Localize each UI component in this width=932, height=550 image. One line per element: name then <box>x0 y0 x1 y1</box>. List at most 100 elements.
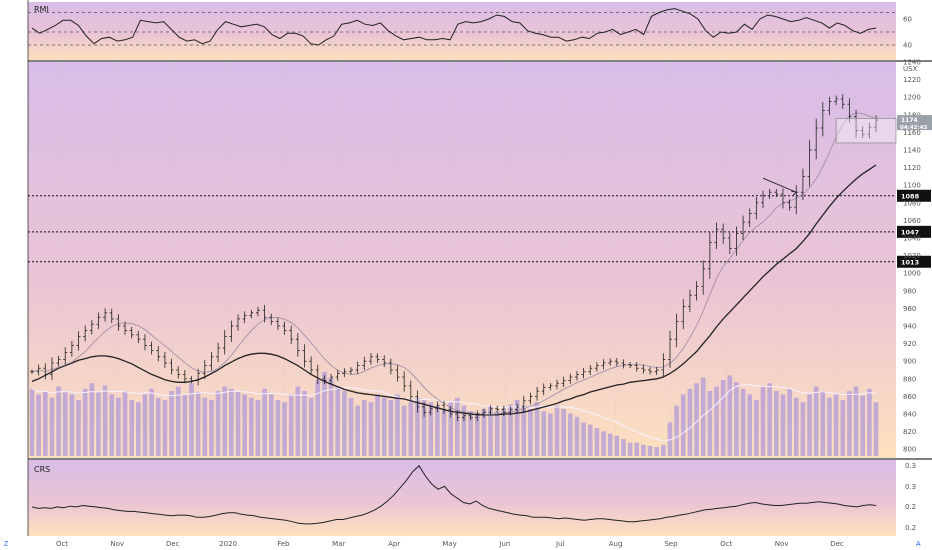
crs-tick-label: 0.2 <box>905 503 916 511</box>
volume-bar <box>29 388 35 456</box>
volume-bar <box>189 383 194 456</box>
volume-bar <box>435 405 440 456</box>
rmi-reference-lines <box>28 12 896 46</box>
auto-scale-button[interactable]: A <box>916 541 921 548</box>
time-tick-label: Feb <box>277 540 290 548</box>
volume-bar <box>827 397 832 456</box>
price-tick-label: 880 <box>903 375 916 383</box>
time-tick-label: Jul <box>555 540 565 548</box>
volume-bar <box>714 386 719 456</box>
rmi-line <box>31 8 877 46</box>
volume-bar <box>69 394 75 456</box>
rmi-pane <box>28 2 896 60</box>
moving-average-long <box>31 164 877 416</box>
volume-bar <box>474 413 480 456</box>
price-tick-label: 800 <box>903 446 916 454</box>
volume-bar <box>793 397 799 456</box>
price-tick-label: 860 <box>903 393 916 401</box>
volume-bar <box>322 372 327 456</box>
volume-bar <box>773 391 779 456</box>
volume-bar <box>388 400 394 456</box>
volume-bar <box>242 394 247 456</box>
price-tick-label: 1060 <box>903 217 921 225</box>
volume-bar <box>654 447 660 456</box>
volume-bars <box>29 372 879 456</box>
volume-bar <box>740 388 746 456</box>
volume-bar <box>800 402 806 456</box>
volume-bar <box>807 394 812 456</box>
volume-bar <box>342 391 347 456</box>
volume-bar <box>222 386 228 456</box>
volume-bar <box>49 397 55 456</box>
price-tick-label: 1120 <box>903 164 921 172</box>
volume-bar <box>561 408 566 456</box>
volume-bar <box>720 379 726 456</box>
price-tick-label: 1020 <box>903 252 921 260</box>
time-tick-label: Apr <box>388 540 400 548</box>
crs-tick-label: 0.3 <box>905 483 916 491</box>
support-resistance-levels: 1088 1047 1013 <box>28 189 931 268</box>
volume-bar <box>102 385 108 456</box>
volume-bar <box>375 394 380 456</box>
volume-bar <box>368 402 374 456</box>
volume-bar <box>428 402 434 456</box>
volume-bar <box>680 394 686 456</box>
volume-bar <box>255 400 261 456</box>
time-tick-label: May <box>442 540 456 548</box>
volume-bar <box>162 400 168 456</box>
volume-bar <box>847 391 852 456</box>
volume-bar <box>361 400 367 456</box>
volume-bar <box>734 382 739 456</box>
time-tick-label: 2020 <box>219 540 237 548</box>
level-badge-value: 1013 <box>901 258 919 266</box>
volume-bar <box>282 402 287 456</box>
volume-bar <box>454 397 460 456</box>
volume-bar <box>833 394 839 456</box>
moving-average-short <box>31 112 877 415</box>
volume-bar <box>508 404 513 456</box>
time-tick-label: Aug <box>609 540 623 548</box>
crs-tick-label: 0.2 <box>905 524 916 532</box>
time-tick-label: Oct <box>56 540 68 548</box>
volume-bar <box>860 395 866 456</box>
volume-bar <box>82 388 88 456</box>
trend-arrow[interactable] <box>762 177 798 196</box>
zoom-toggle-icon[interactable]: Z <box>4 541 9 548</box>
volume-bar <box>328 377 334 456</box>
price-tick-label: 1240 <box>903 59 921 67</box>
time-tick-label: Nov <box>111 540 125 548</box>
time-tick-label: Dec <box>830 540 844 548</box>
volume-bar <box>694 383 699 456</box>
volume-bar <box>109 394 115 456</box>
volume-bar <box>122 391 128 456</box>
level-badge <box>897 189 931 202</box>
volume-bar <box>395 394 400 456</box>
volume-bar <box>820 391 826 456</box>
range-box[interactable] <box>835 118 897 144</box>
time-axis[interactable] <box>0 536 932 550</box>
time-tick-label: Oct <box>720 540 732 548</box>
volume-bar <box>155 397 161 456</box>
left-toolbar <box>0 0 28 550</box>
volume-bar <box>627 442 633 456</box>
volume-bar <box>302 391 307 456</box>
volume-bar <box>787 388 792 456</box>
price-tick-label: 1140 <box>903 147 921 155</box>
volume-bar <box>574 416 580 456</box>
volume-bar <box>614 435 620 456</box>
rmi-title: RMI <box>34 5 49 14</box>
crs-tick-label: 0.3 <box>905 462 916 470</box>
volume-bar <box>348 397 354 456</box>
volume-bar <box>401 405 407 456</box>
volume-bar <box>754 400 759 456</box>
volume-bar <box>62 391 68 456</box>
price-tick-label: 1080 <box>903 199 921 207</box>
price-tick-label: 1000 <box>903 270 921 278</box>
volume-bar <box>169 391 174 456</box>
price-axis[interactable] <box>896 0 932 550</box>
volume-average-line <box>31 384 877 442</box>
time-tick-label: Jun <box>498 540 510 548</box>
volume-bar <box>295 386 301 456</box>
volume-bar <box>567 413 573 456</box>
